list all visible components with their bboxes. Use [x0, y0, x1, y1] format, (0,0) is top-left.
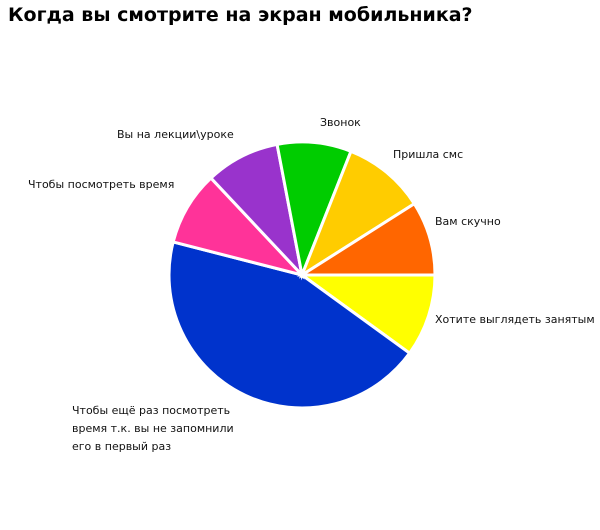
slice-label: Чтобы ещё раз посмотреть время т.к. вы н…: [72, 404, 234, 453]
chart-title: Когда вы смотрите на экран мобильника?: [8, 4, 473, 26]
slice-label: Вы на лекции\уроке: [117, 128, 234, 141]
pie-slice: [298, 149, 417, 279]
pie-slice: [167, 240, 412, 410]
slice-label: Хотите выглядеть занятым: [435, 313, 595, 326]
pie-slice: [296, 201, 437, 277]
slice-label: Чтобы посмотреть время: [28, 178, 175, 191]
slice-label: Вам скучно: [435, 215, 501, 228]
pie-slice: [297, 273, 437, 356]
slice-label: Пришла смс: [393, 148, 464, 161]
slice-label: Звонок: [320, 116, 361, 129]
